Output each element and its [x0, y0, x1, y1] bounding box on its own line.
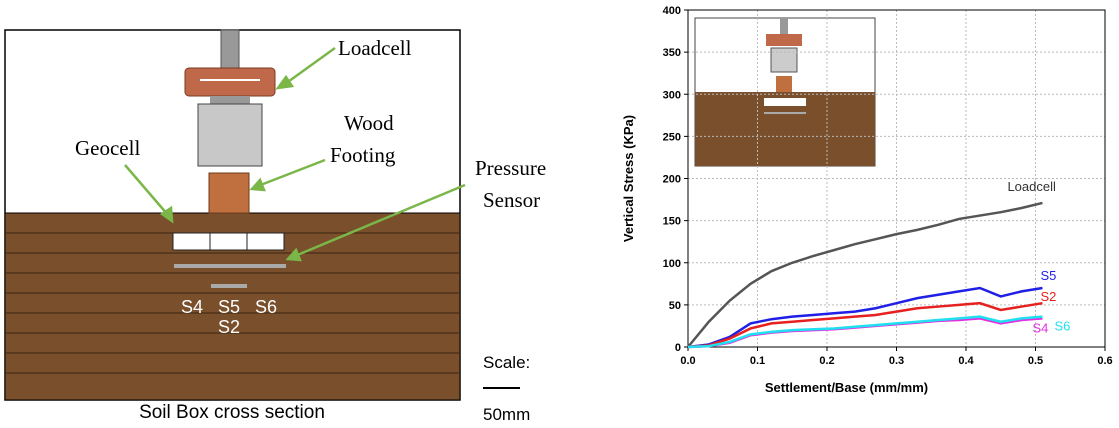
caption: Soil Box cross section	[139, 402, 325, 423]
loadcell	[184, 67, 276, 97]
series-label: Loadcell	[1007, 179, 1056, 194]
chart: 0 50 100 150 200 250 300 350 400 0.0 0.1 0.2 0.3 0.4 0…	[621, 5, 1113, 395]
arrows	[124, 46, 466, 262]
cylinder	[197, 103, 263, 167]
series-line	[687, 286, 1043, 349]
series-line	[687, 201, 1043, 348]
series-label: S2	[1040, 289, 1056, 304]
x-tick-label: 0.3	[889, 355, 904, 367]
y-tick-label: 400	[663, 5, 681, 17]
series-line	[687, 301, 1043, 349]
label: Loadcell	[338, 36, 412, 60]
label: Scale:	[483, 353, 530, 372]
x-axis-label: Settlement/Base (mm/mm)	[765, 380, 928, 395]
y-tick-label: 350	[663, 47, 681, 59]
x-tick-label: 0.1	[750, 355, 765, 367]
label: S6	[255, 297, 277, 317]
inset	[694, 17, 876, 167]
sensors	[174, 264, 286, 268]
label: Wood	[344, 111, 394, 135]
label: S2	[218, 317, 240, 337]
series-label: S4	[1032, 320, 1048, 335]
y-tick-label: 250	[663, 131, 681, 143]
footing	[208, 172, 250, 214]
rod	[220, 29, 240, 69]
label: 50mm	[483, 405, 530, 424]
series-label: S6	[1054, 319, 1070, 334]
y-tick-label: 300	[663, 89, 681, 101]
label: S4	[181, 297, 203, 317]
y-tick-label: 0	[675, 342, 681, 354]
series-line	[687, 315, 1043, 349]
soil-layers	[5, 232, 460, 374]
x-tick-label: 0.2	[819, 355, 834, 367]
x-tick-label: 0.6	[1097, 355, 1112, 367]
label: S5	[218, 297, 240, 317]
y-tick-label: 150	[663, 216, 681, 228]
x-tick-label: 0.5	[1028, 355, 1043, 367]
label: Sensor	[483, 188, 540, 212]
label: Footing	[330, 143, 396, 167]
sensor-labels: S4 S5 S6 S2	[181, 297, 277, 337]
x-tick-label: 0.4	[958, 355, 974, 367]
soil-box-diagram: Loadcell Wood Footing Geocell Pressure S…	[4, 29, 546, 424]
geocell	[172, 232, 285, 251]
y-tick-label: 200	[663, 174, 681, 186]
x-tick-label: 0.0	[680, 355, 695, 367]
y-axis-label: Vertical Stress (KPa)	[621, 115, 636, 242]
series-label: S5	[1040, 268, 1056, 283]
plot-frame	[687, 9, 1106, 348]
y-tick-label: 50	[669, 300, 681, 312]
y-tick-label: 100	[663, 258, 681, 270]
label: Geocell	[75, 136, 140, 160]
label: Pressure	[475, 156, 546, 180]
